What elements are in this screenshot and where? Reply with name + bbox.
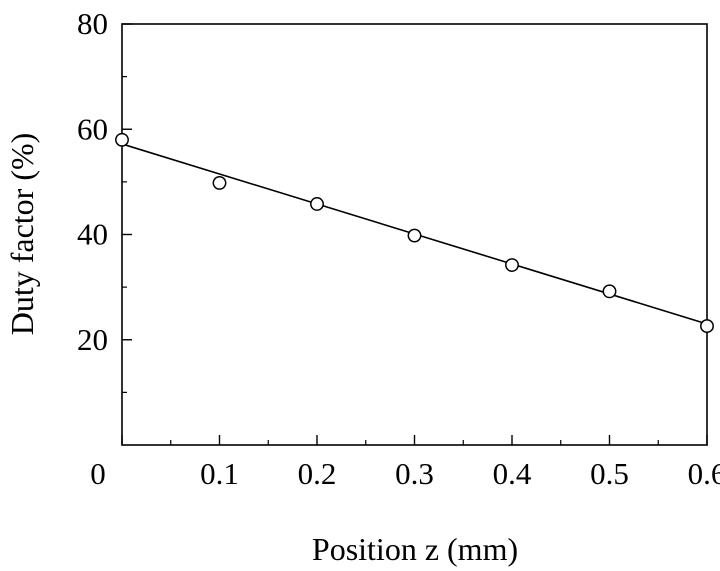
data-point xyxy=(505,258,519,272)
data-point xyxy=(212,175,227,190)
data-point xyxy=(310,197,324,211)
data-point xyxy=(407,228,422,243)
x-axis-title: Position z (mm) xyxy=(312,531,518,567)
x-tick-label: 0.1 xyxy=(200,456,239,491)
y-tick-label: 80 xyxy=(77,6,108,41)
y-tick-label: 40 xyxy=(77,217,108,252)
x-tick-label: 0.3 xyxy=(395,456,434,491)
y-axis-title: Duty factor (%) xyxy=(4,133,40,336)
data-point xyxy=(602,284,617,299)
x-tick-label: 0.5 xyxy=(590,456,629,491)
data-point xyxy=(700,319,714,334)
x-tick-label: 0.6 xyxy=(688,456,720,491)
y-tick-labels: 20 40 60 80 xyxy=(77,6,108,357)
x-tick-label: 0.4 xyxy=(493,456,532,491)
y-tick-label: 60 xyxy=(77,111,108,146)
major-ticks xyxy=(121,23,708,445)
y-tick-label: 20 xyxy=(77,322,108,357)
minor-ticks xyxy=(122,76,659,445)
x-tick-labels: 0 0.1 0.2 0.3 0.4 0.5 0.6 xyxy=(90,456,720,491)
data-point xyxy=(115,132,129,147)
data-points xyxy=(115,132,714,334)
x-tick-label: 0 xyxy=(90,456,106,491)
x-tick-label: 0.2 xyxy=(298,456,337,491)
